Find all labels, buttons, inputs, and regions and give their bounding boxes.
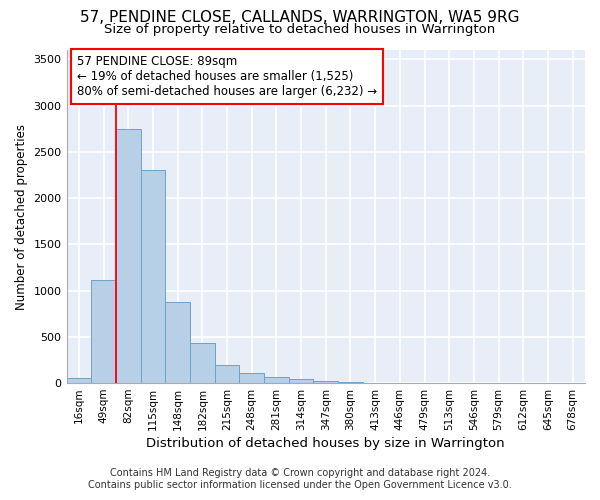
Bar (313, 381, 338, 383)
Bar (140, 170, 165, 383)
Bar (239, 374, 264, 383)
Text: Size of property relative to detached houses in Warrington: Size of property relative to detached ho… (104, 22, 496, 36)
Bar (67, 378, 91, 383)
Text: 57, PENDINE CLOSE, CALLANDS, WARRINGTON, WA5 9RG: 57, PENDINE CLOSE, CALLANDS, WARRINGTON,… (80, 10, 520, 25)
Text: Contains HM Land Registry data © Crown copyright and database right 2024.
Contai: Contains HM Land Registry data © Crown c… (88, 468, 512, 490)
X-axis label: Distribution of detached houses by size in Warrington: Distribution of detached houses by size … (146, 437, 505, 450)
Text: 57 PENDINE CLOSE: 89sqm
← 19% of detached houses are smaller (1,525)
80% of semi: 57 PENDINE CLOSE: 89sqm ← 19% of detache… (77, 55, 377, 98)
Bar (338, 382, 363, 383)
Y-axis label: Number of detached properties: Number of detached properties (15, 124, 28, 310)
Bar (91, 280, 116, 383)
Bar (165, 302, 190, 383)
Bar (215, 366, 239, 383)
Bar (116, 128, 140, 383)
Bar (264, 377, 289, 383)
Bar (289, 380, 313, 383)
Bar (190, 344, 215, 383)
